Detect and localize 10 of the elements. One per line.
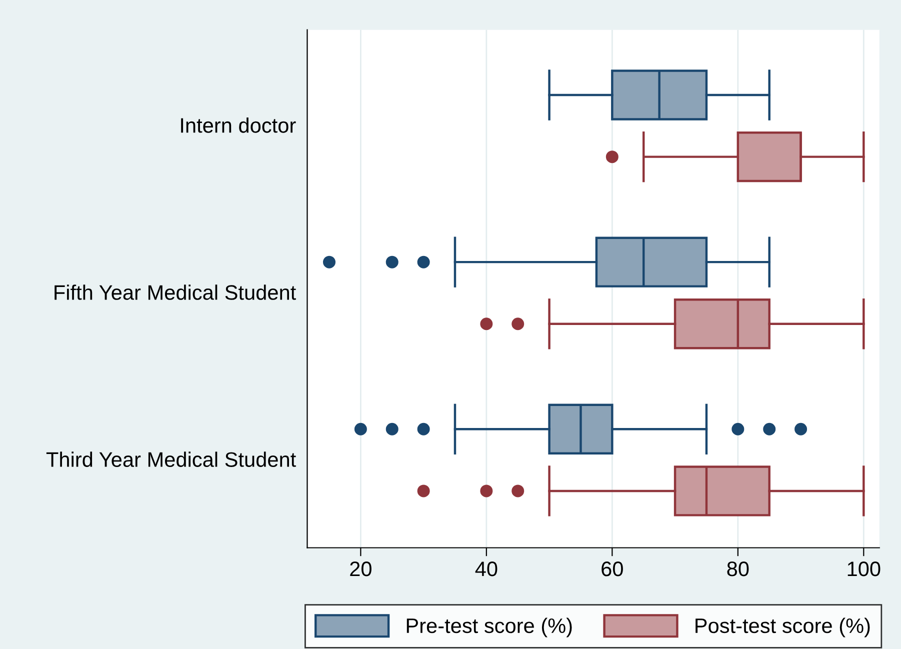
legend-label: Post-test score (%) (696, 618, 870, 638)
x-tick-label: 60 (602, 562, 623, 576)
x-tick-label: 100 (848, 562, 880, 576)
y-tick-label: Fifth Year Medical Student (54, 284, 296, 300)
legend-label: Pre-test score (%) (406, 618, 572, 638)
x-tick-label: 40 (475, 562, 498, 576)
x-tick-label: 20 (350, 562, 372, 576)
x-tick-label: 80 (727, 562, 749, 576)
y-tick-label: Intern doctor (181, 118, 296, 133)
y-tick-label: Third Year Medical Student (46, 452, 296, 467)
